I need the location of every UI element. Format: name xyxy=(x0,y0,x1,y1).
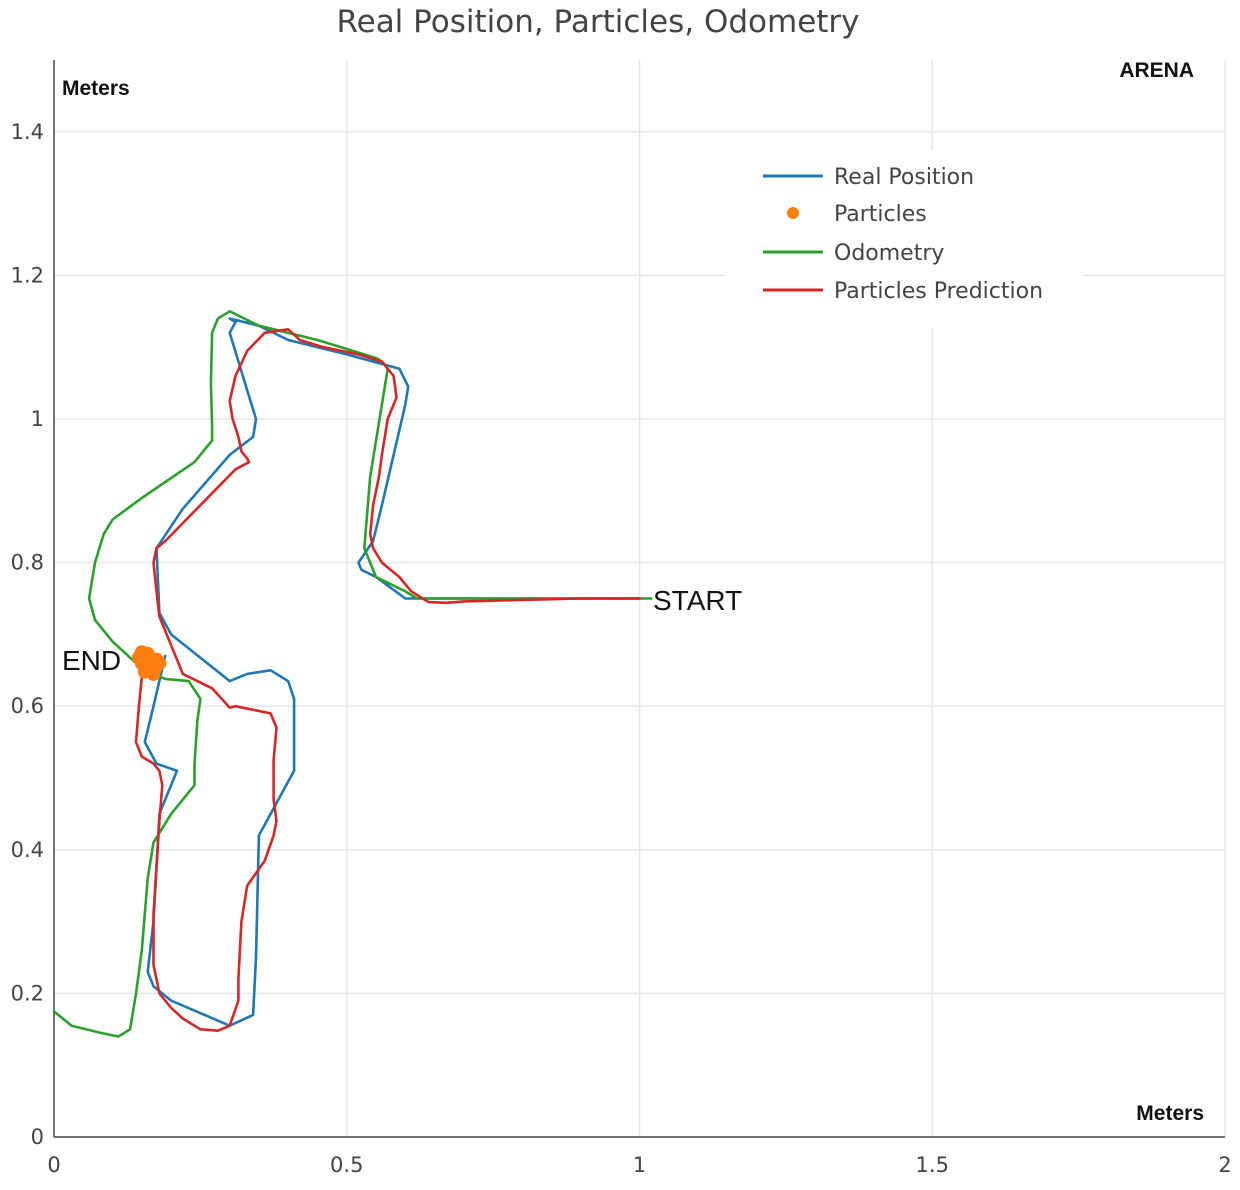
legend-item-real-position[interactable]: Real Position xyxy=(763,165,974,190)
series-line-particles-prediction xyxy=(134,328,641,1032)
x-tick-label: 1.5 xyxy=(916,1153,949,1177)
end-annotation: END xyxy=(62,645,121,676)
y-tick-label: 0.6 xyxy=(11,694,44,718)
legend-background xyxy=(725,150,1083,328)
legend-label-particles: Particles xyxy=(834,202,927,227)
y-tick-label: 0.8 xyxy=(11,551,44,575)
x-tick-label: 1 xyxy=(633,1153,646,1177)
legend-label-particles-prediction: Particles Prediction xyxy=(834,279,1043,304)
legend-label-real-position: Real Position xyxy=(834,165,974,190)
y-tick-label: 1.4 xyxy=(11,120,44,144)
x-axis-title: Meters xyxy=(1136,1102,1204,1125)
series-line-odometry xyxy=(52,310,653,1038)
x-tick-label: 0 xyxy=(47,1153,60,1177)
legend-item-particles-prediction[interactable]: Particles Prediction xyxy=(763,279,1043,304)
legend-item-particles[interactable]: Particles xyxy=(787,202,927,227)
chart-title: Real Position, Particles, Odometry xyxy=(336,4,859,40)
series-line-real-position xyxy=(143,317,641,1027)
y-axis-title: Meters xyxy=(62,77,130,100)
y-tick-label: 0 xyxy=(31,1125,44,1149)
legend[interactable]: Real Position Particles Odometry Particl… xyxy=(725,150,1083,328)
x-tick-label: 2 xyxy=(1218,1153,1231,1177)
start-annotation: START xyxy=(653,585,742,616)
y-tick-label: 0.4 xyxy=(11,838,44,862)
legend-swatch-particles xyxy=(787,207,799,219)
legend-label-odometry: Odometry xyxy=(834,241,944,266)
arena-label: ARENA xyxy=(1119,59,1194,82)
y-tick-label: 1 xyxy=(31,407,44,431)
series-layer xyxy=(52,310,653,1038)
y-tick-labels: 0 0.2 0.4 0.6 0.8 1 1.2 1.4 xyxy=(11,120,44,1149)
x-tick-label: 0.5 xyxy=(330,1153,363,1177)
x-tick-labels: 0 0.5 1 1.5 2 xyxy=(47,1153,1231,1177)
y-tick-label: 0.2 xyxy=(11,981,44,1005)
particle-point xyxy=(139,655,154,670)
legend-item-odometry[interactable]: Odometry xyxy=(763,241,944,266)
y-tick-label: 1.2 xyxy=(11,263,44,287)
